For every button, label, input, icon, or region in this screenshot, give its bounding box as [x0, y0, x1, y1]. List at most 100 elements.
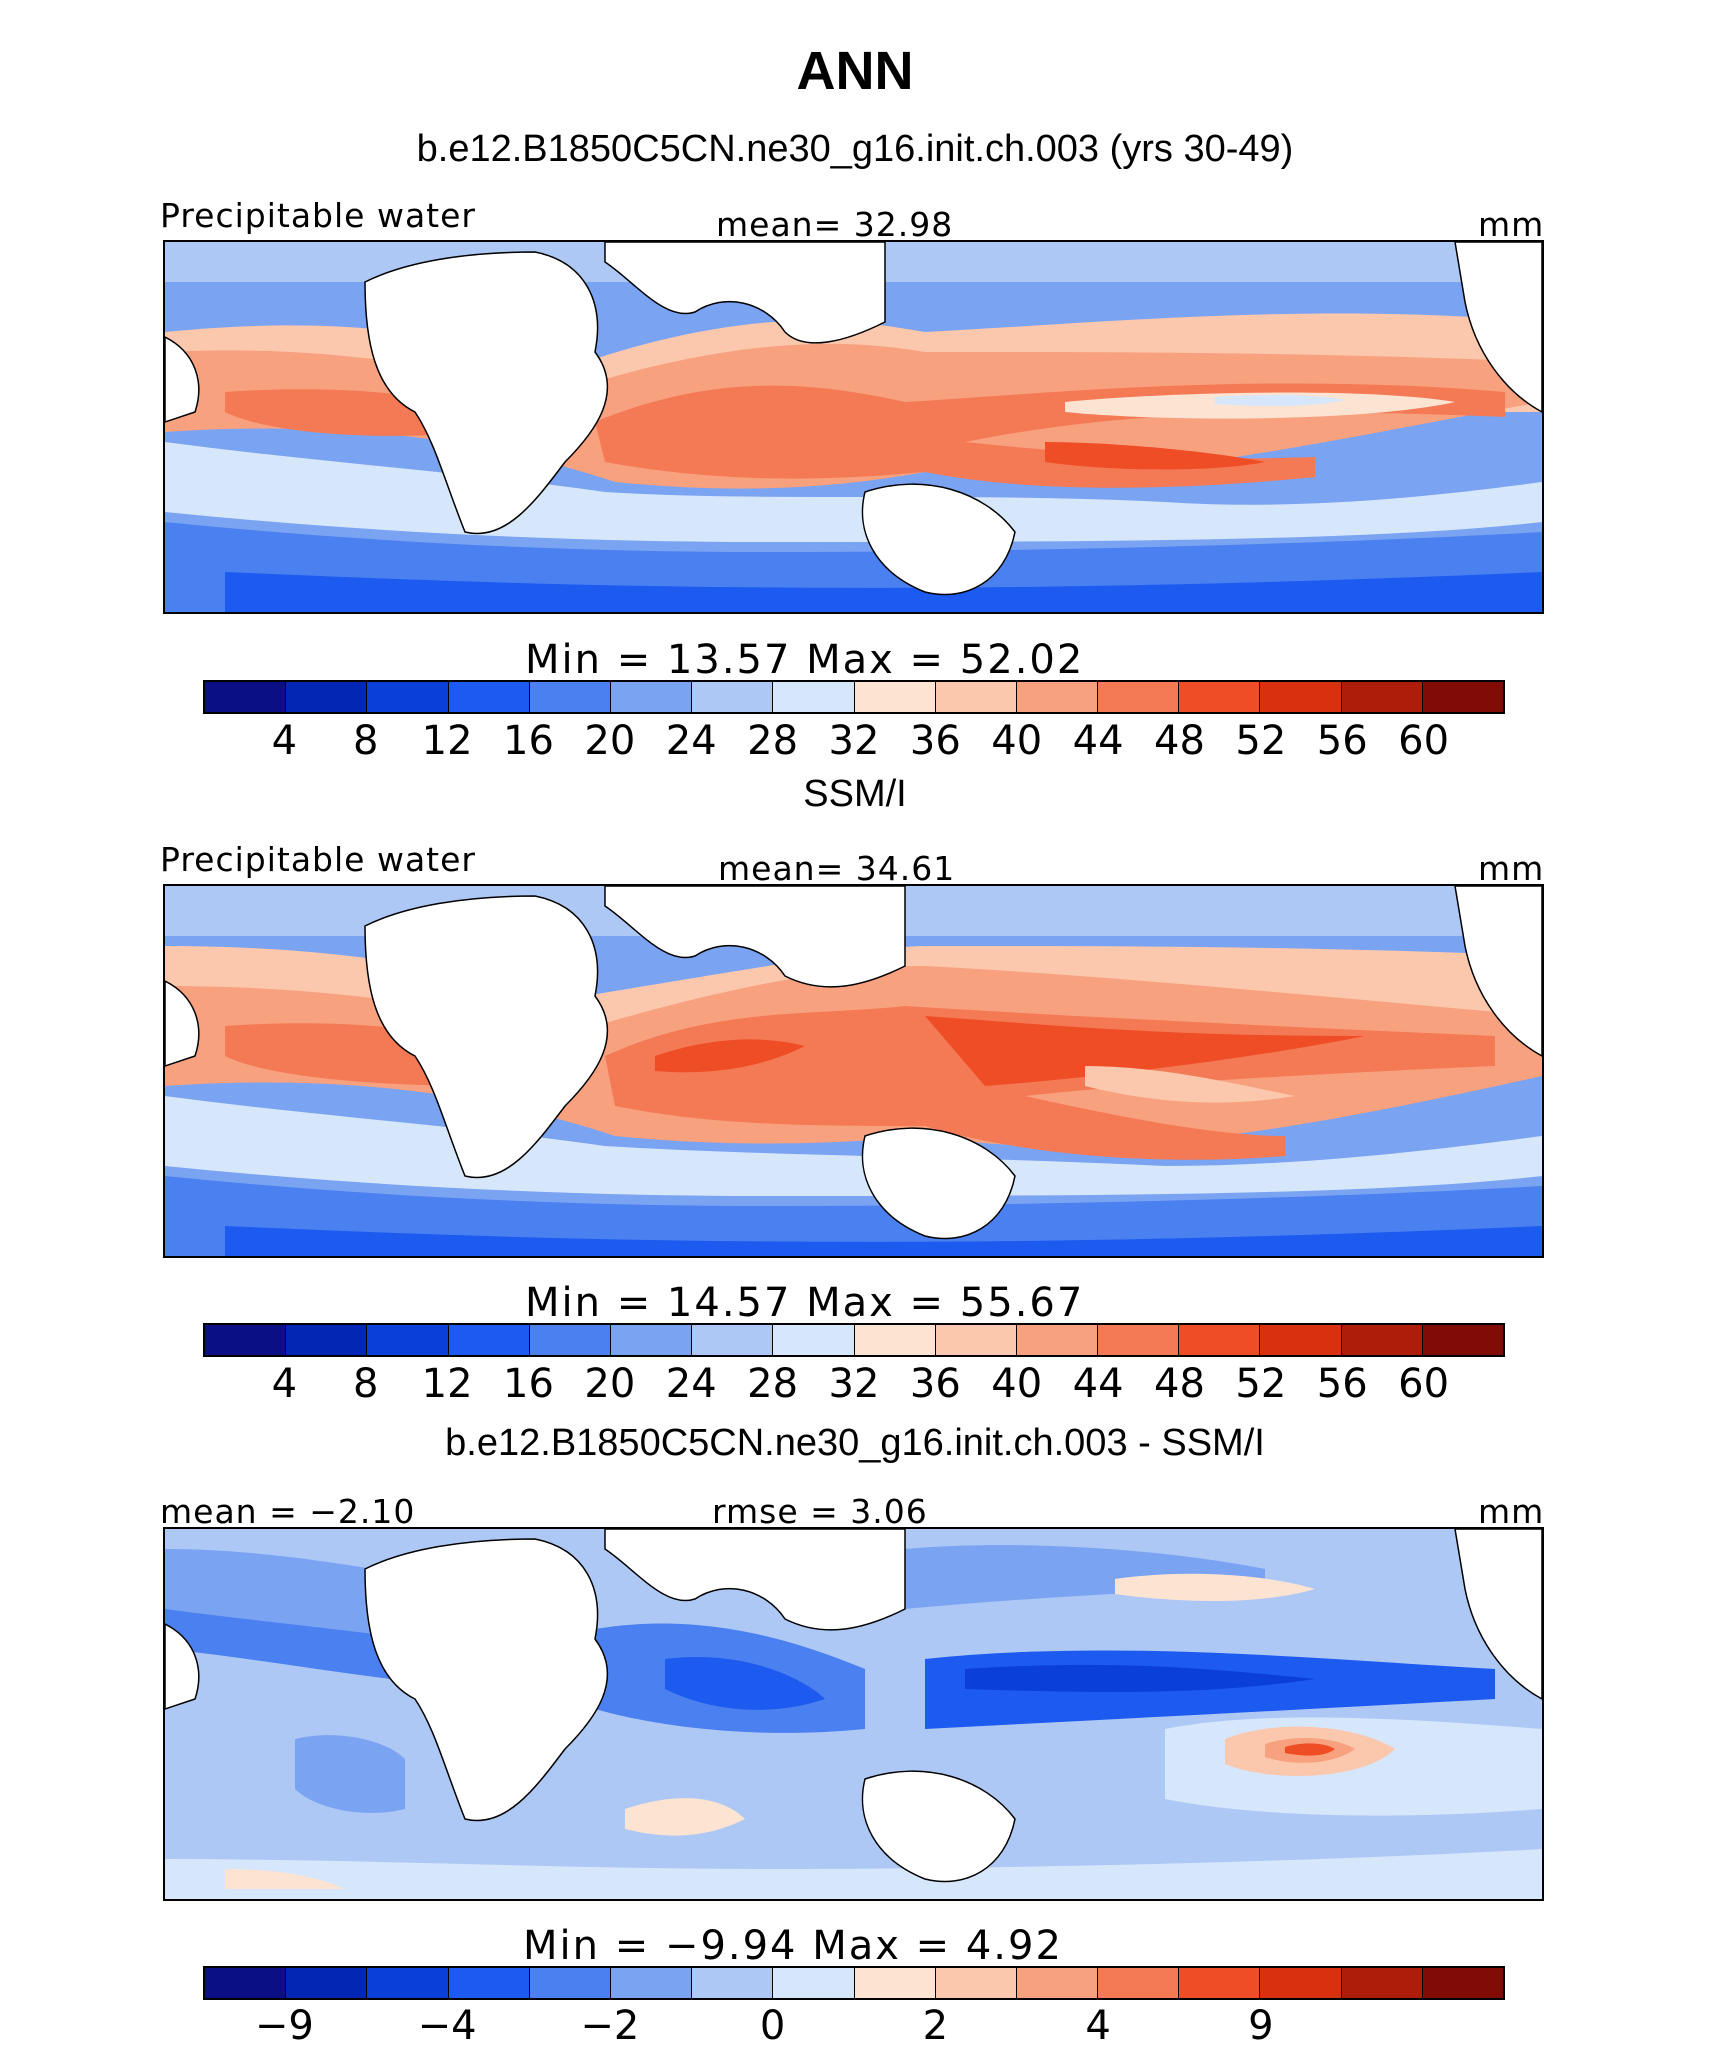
main-title: ANN — [796, 41, 914, 101]
colorbar-tick-label: 16 — [503, 1361, 554, 1407]
panel-3-title: b.e12.B1850C5CN.ne30_g16.init.ch.003 - S… — [445, 1422, 1265, 1464]
panel-1-units-label: mm — [1478, 205, 1545, 244]
colorbar-box — [773, 682, 855, 712]
colorbar-tick-label: −2 — [580, 2003, 640, 2049]
panel-2-mean-label: mean= 34.61 — [718, 849, 956, 888]
colorbar-tick-label: 2 — [922, 2003, 949, 2049]
colorbar-box — [205, 1325, 287, 1355]
panel-3-tick-labels: −9 −4 −2 0 2 4 9 — [0, 2003, 1710, 2051]
colorbar-box — [367, 1968, 449, 1998]
colorbar-tick-label: 20 — [584, 718, 636, 764]
colorbar-box — [367, 1325, 449, 1355]
panel-3-mean-label: mean = −2.10 — [160, 1492, 416, 1531]
panel-2-units-label: mm — [1478, 849, 1545, 888]
colorbar-box — [286, 1325, 368, 1355]
panel-1-min-max: Min = 13.57 Max = 52.02 — [525, 637, 1085, 683]
panel-2-tick-labels: 4 8 12 16 20 24 28 32 36 40 44 48 52 56 60 — [0, 1361, 1710, 1411]
panel-1-title: b.e12.B1850C5CN.ne30_g16.init.ch.003 (yr… — [416, 128, 1294, 170]
colorbar-tick-label: 36 — [909, 718, 961, 764]
panel-1-tick-labels: 4 8 12 16 20 24 28 32 36 40 44 48 52 56 60 — [0, 718, 1710, 768]
panel-2-title: SSM/I — [803, 773, 907, 815]
panel-2-colorbar — [203, 1323, 1505, 1357]
colorbar-box — [205, 1968, 287, 1998]
colorbar-box — [1422, 1325, 1503, 1355]
colorbar-box — [1179, 1968, 1261, 1998]
colorbar-box — [773, 1325, 855, 1355]
colorbar-box — [935, 1968, 1017, 1998]
colorbar-box — [1098, 1968, 1180, 1998]
colorbar-tick-label: 24 — [665, 1361, 717, 1407]
colorbar-box — [1098, 682, 1180, 712]
colorbar-box — [854, 1968, 936, 1998]
colorbar-box — [1179, 1325, 1261, 1355]
panel-1-map — [163, 240, 1544, 614]
colorbar-box — [610, 1968, 693, 1998]
colorbar-box — [529, 682, 611, 712]
colorbar-tick-label: 32 — [828, 1361, 880, 1407]
colorbar-tick-label: 4 — [271, 718, 298, 764]
colorbar-tick-label: −4 — [417, 2003, 477, 2049]
colorbar-box — [1260, 682, 1342, 712]
colorbar-box — [1341, 682, 1423, 712]
colorbar-tick-label: 52 — [1235, 1361, 1287, 1407]
colorbar-box — [854, 682, 936, 712]
colorbar-tick-label: 60 — [1398, 1361, 1450, 1407]
colorbar-box — [610, 1325, 693, 1355]
colorbar-tick-label: 40 — [991, 1361, 1043, 1407]
colorbar-tick-label: 4 — [1085, 2003, 1111, 2049]
colorbar-box — [1341, 1325, 1423, 1355]
colorbar-box — [935, 1325, 1017, 1355]
colorbar-box — [854, 1325, 936, 1355]
colorbar-box — [692, 1968, 774, 1998]
colorbar-box — [367, 682, 449, 712]
colorbar-tick-label: 9 — [1248, 2003, 1274, 2049]
colorbar-box — [448, 682, 530, 712]
colorbar-box — [935, 682, 1017, 712]
colorbar-tick-label: 8 — [353, 718, 379, 764]
colorbar-tick-label: −9 — [254, 2003, 314, 2049]
colorbar-tick-label: 20 — [584, 1361, 636, 1407]
panel-3-units-label: mm — [1478, 1492, 1545, 1531]
colorbar-box — [286, 1968, 368, 1998]
colorbar-tick-label: 44 — [1072, 718, 1124, 764]
colorbar-tick-label: 12 — [421, 718, 473, 764]
colorbar-box — [529, 1325, 611, 1355]
colorbar-tick-label: 0 — [759, 2003, 786, 2049]
colorbar-box — [610, 682, 693, 712]
colorbar-tick-label: 48 — [1154, 718, 1205, 764]
colorbar-tick-label: 28 — [747, 1361, 799, 1407]
colorbar-tick-label: 60 — [1398, 718, 1450, 764]
colorbar-tick-label: 56 — [1316, 1361, 1368, 1407]
colorbar-box — [1016, 1968, 1099, 1998]
panel-1-colorbar — [203, 680, 1505, 714]
panel-3-min-max: Min = −9.94 Max = 4.92 — [523, 1923, 1063, 1969]
colorbar-tick-label: 12 — [421, 1361, 473, 1407]
colorbar-box — [1016, 1325, 1099, 1355]
panel-2-map — [163, 884, 1544, 1258]
colorbar-tick-label: 28 — [747, 718, 799, 764]
colorbar-box — [1260, 1968, 1342, 1998]
panel-1-variable-label: Precipitable water — [160, 196, 476, 235]
panel-2-min-max: Min = 14.57 Max = 55.67 — [525, 1280, 1085, 1326]
colorbar-box — [529, 1968, 611, 1998]
panel-3-rmse-label: rmse = 3.06 — [712, 1492, 928, 1531]
colorbar-tick-label: 8 — [353, 1361, 379, 1407]
panel-1-mean-label: mean= 32.98 — [716, 205, 954, 244]
colorbar-tick-label: 44 — [1072, 1361, 1124, 1407]
panel-3-map — [163, 1527, 1544, 1901]
colorbar-box — [773, 1968, 855, 1998]
colorbar-box — [448, 1968, 530, 1998]
colorbar-box — [1179, 682, 1261, 712]
colorbar-box — [1260, 1325, 1342, 1355]
colorbar-tick-label: 24 — [665, 718, 717, 764]
colorbar-box — [1098, 1325, 1180, 1355]
panel-3-colorbar — [203, 1966, 1505, 2000]
colorbar-box — [205, 682, 287, 712]
colorbar-box — [1422, 682, 1503, 712]
panel-2-variable-label: Precipitable water — [160, 840, 476, 879]
colorbar-box — [692, 682, 774, 712]
colorbar-box — [1341, 1968, 1423, 1998]
colorbar-tick-label: 36 — [909, 1361, 961, 1407]
colorbar-tick-label: 16 — [503, 718, 554, 764]
colorbar-tick-label: 40 — [991, 718, 1043, 764]
